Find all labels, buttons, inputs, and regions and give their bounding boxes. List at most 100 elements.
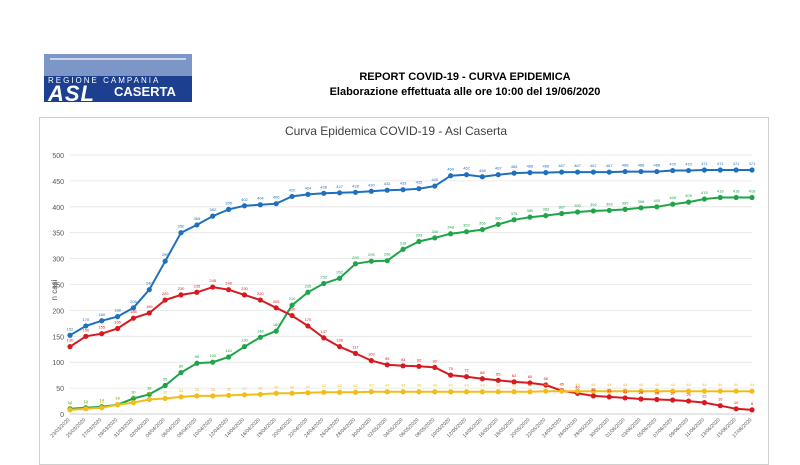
- data-label-red: 16: [718, 397, 723, 402]
- data-label-red: 155: [98, 325, 105, 330]
- data-label-green: 30: [131, 389, 136, 394]
- data-label-yellow: 38: [258, 385, 263, 390]
- data-label-yellow: 44: [702, 382, 707, 387]
- data-label-red: 40: [575, 384, 580, 389]
- data-point-yellow: [305, 390, 311, 396]
- data-point-green: [749, 194, 755, 201]
- data-label-blue: 382: [209, 207, 216, 212]
- data-label-blue: 467: [590, 163, 597, 168]
- data-point-yellow: [654, 388, 660, 394]
- data-point-red: [99, 331, 105, 337]
- data-point-red: [305, 323, 311, 329]
- data-point-yellow: [448, 389, 454, 395]
- data-point-blue: [479, 174, 485, 180]
- data-label-red: 205: [273, 299, 280, 304]
- data-point-blue: [352, 189, 359, 195]
- data-label-yellow: 42: [353, 383, 358, 388]
- data-point-red: [463, 374, 470, 380]
- data-label-yellow: 43: [464, 383, 469, 388]
- data-label-yellow: 44: [639, 382, 644, 387]
- data-label-yellow: 44: [750, 382, 755, 387]
- data-point-blue: [590, 169, 596, 175]
- data-point-yellow: [511, 389, 517, 395]
- data-label-yellow: 22: [131, 394, 136, 399]
- data-point-green: [130, 395, 137, 402]
- data-point-green: [511, 217, 517, 223]
- data-point-yellow: [495, 389, 501, 395]
- data-point-blue: [733, 167, 739, 173]
- data-point-blue: [400, 187, 406, 193]
- data-point-blue: [321, 190, 327, 196]
- data-point-green: [479, 226, 485, 233]
- data-point-yellow: [701, 388, 708, 394]
- data-point-yellow: [638, 388, 644, 394]
- data-label-red: 230: [178, 286, 185, 291]
- data-point-red: [590, 393, 596, 399]
- data-label-green: 348: [447, 225, 454, 230]
- data-point-red: [241, 292, 248, 298]
- data-label-blue: 170: [83, 317, 90, 322]
- data-label-yellow: 43: [448, 383, 453, 388]
- data-point-blue: [384, 187, 390, 193]
- data-point-blue: [749, 167, 755, 173]
- data-point-green: [178, 369, 184, 376]
- data-point-green: [606, 207, 612, 214]
- data-label-green: 80: [179, 364, 184, 369]
- data-label-red: 22: [702, 394, 707, 399]
- data-point-green: [146, 391, 152, 397]
- data-label-red: 90: [433, 358, 438, 363]
- data-point-blue: [685, 167, 692, 174]
- data-label-green: 38: [147, 385, 152, 390]
- data-label-blue: 428: [352, 183, 359, 188]
- data-label-red: 29: [639, 390, 644, 395]
- logo-building-outline: [50, 58, 186, 76]
- data-label-red: 245: [209, 278, 216, 283]
- data-point-green: [733, 194, 739, 201]
- data-label-blue: 350: [178, 224, 185, 229]
- data-label-yellow: 42: [337, 383, 342, 388]
- data-label-yellow: 43: [528, 383, 533, 388]
- data-label-yellow: 44: [670, 382, 675, 387]
- data-point-blue: [416, 186, 422, 192]
- data-label-red: 165: [114, 320, 121, 325]
- data-point-blue: [670, 167, 676, 174]
- series-line-red: [69, 286, 753, 411]
- series-group: [67, 167, 755, 413]
- data-point-blue: [241, 203, 248, 209]
- data-label-yellow: 37: [242, 386, 247, 391]
- data-label-yellow: 44: [607, 382, 612, 387]
- data-label-red: 35: [591, 387, 596, 392]
- data-point-yellow: [559, 388, 565, 394]
- data-point-yellow: [368, 389, 374, 395]
- data-label-red: 60: [528, 374, 533, 379]
- data-point-green: [321, 280, 327, 287]
- report-title: REPORT COVID-19 - CURVA EPIDEMICA: [359, 71, 571, 83]
- data-point-red: [511, 379, 517, 385]
- data-label-green: 418: [749, 188, 756, 193]
- y-tick-label: 200: [52, 308, 64, 315]
- data-point-blue: [257, 202, 263, 208]
- data-point-yellow: [114, 402, 121, 408]
- y-tick-label: 350: [52, 231, 64, 238]
- data-label-yellow: 43: [480, 383, 485, 388]
- data-label-blue: 468: [638, 163, 645, 168]
- data-label-red: 220: [162, 291, 169, 296]
- data-point-red: [432, 364, 438, 370]
- data-label-red: 150: [83, 327, 90, 332]
- x-tick-labels: 23/03/202025/03/202027/03/202029/03/2020…: [49, 417, 753, 439]
- data-label-yellow: 44: [655, 382, 660, 387]
- data-point-red: [685, 398, 692, 404]
- data-label-red: 28: [655, 390, 660, 395]
- data-label-green: 393: [606, 201, 613, 206]
- data-point-red: [606, 394, 612, 400]
- data-point-red: [733, 406, 739, 412]
- data-point-blue: [194, 222, 200, 228]
- data-label-yellow: 44: [591, 382, 596, 387]
- data-point-green: [463, 229, 470, 235]
- data-label-yellow: 43: [401, 383, 406, 388]
- data-label-red: 147: [320, 329, 327, 334]
- data-label-green: 55: [163, 377, 168, 382]
- data-label-yellow: 43: [496, 383, 501, 388]
- data-point-yellow: [606, 388, 612, 394]
- data-point-yellow: [194, 393, 200, 399]
